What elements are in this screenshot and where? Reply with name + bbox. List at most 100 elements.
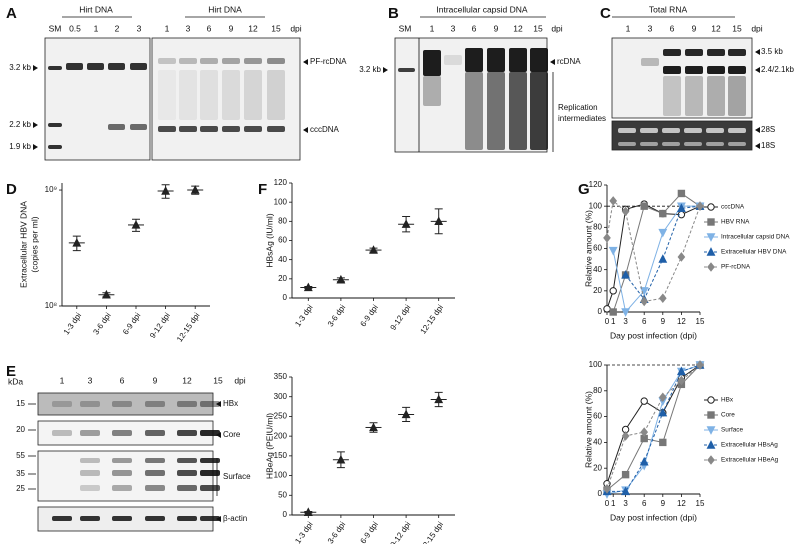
label: 28S bbox=[761, 125, 775, 134]
label: 12 bbox=[513, 23, 523, 33]
marker bbox=[603, 484, 611, 494]
label: 1 bbox=[60, 375, 65, 385]
marker bbox=[658, 392, 667, 403]
legend-marker bbox=[707, 262, 715, 272]
marker bbox=[621, 308, 631, 317]
y-axis-label: (copies per ml) bbox=[29, 216, 39, 272]
band bbox=[145, 470, 165, 476]
marker bbox=[696, 201, 704, 211]
band bbox=[130, 124, 147, 130]
band bbox=[200, 126, 218, 132]
y-tick-label: 60 bbox=[593, 244, 602, 253]
x-tick-label: 9 bbox=[661, 317, 666, 326]
band bbox=[685, 76, 703, 116]
label: 3 bbox=[186, 23, 191, 33]
x-tick-label: 9-12 dpi bbox=[389, 303, 413, 332]
x-axis-label: Day post infection (dpi) bbox=[610, 512, 697, 522]
arrowhead bbox=[755, 143, 760, 149]
legend-marker bbox=[707, 411, 715, 419]
x-tick-label: 12-15 dpi bbox=[419, 303, 446, 336]
y-tick-label: 250 bbox=[274, 412, 288, 421]
y-tick-label: 0 bbox=[283, 293, 288, 302]
marker bbox=[640, 296, 649, 307]
marker bbox=[677, 189, 686, 198]
band bbox=[48, 145, 62, 149]
legend-marker bbox=[707, 203, 715, 211]
x-tick-label: 6 bbox=[642, 499, 647, 508]
x-tick-label: 15 bbox=[696, 499, 705, 508]
band bbox=[465, 72, 483, 150]
x-tick-label: 3-6 dpi bbox=[91, 311, 113, 336]
x-tick-label: 1-3 dpi bbox=[293, 303, 315, 328]
band bbox=[177, 458, 197, 463]
label: HBx bbox=[223, 399, 238, 408]
band bbox=[509, 72, 527, 150]
label: 6 bbox=[472, 23, 477, 33]
label: 55 bbox=[16, 451, 25, 460]
label: SM bbox=[399, 23, 412, 33]
marker bbox=[603, 233, 611, 243]
blot bbox=[151, 37, 301, 161]
y-tick-label: 0 bbox=[598, 307, 603, 316]
band bbox=[145, 516, 165, 521]
x-tick-label: 3 bbox=[623, 499, 628, 508]
band bbox=[244, 70, 262, 120]
marker bbox=[72, 238, 82, 247]
marker bbox=[621, 431, 630, 441]
legend-label: Extracellular HBeAg bbox=[721, 457, 779, 464]
y-tick-label: 80 bbox=[593, 222, 602, 231]
x-tick-label: 6 bbox=[642, 317, 647, 326]
band bbox=[244, 58, 262, 64]
band bbox=[222, 70, 240, 120]
band bbox=[112, 485, 132, 491]
panel-letter: D bbox=[6, 181, 17, 198]
label: 3 bbox=[451, 23, 456, 33]
y-tick-label: 150 bbox=[274, 451, 288, 460]
y-tick-label: 40 bbox=[593, 438, 602, 447]
marker bbox=[369, 245, 378, 254]
arrowhead bbox=[33, 144, 38, 150]
band bbox=[728, 49, 746, 56]
x-tick-label: 12 bbox=[677, 317, 686, 326]
band bbox=[108, 124, 125, 130]
arrowhead bbox=[303, 127, 308, 133]
x-axis-label: Day post infection (dpi) bbox=[610, 330, 697, 340]
x-tick-label: 9-12 dpi bbox=[148, 311, 172, 340]
arrowhead bbox=[755, 127, 760, 133]
band bbox=[684, 128, 702, 133]
band bbox=[112, 430, 132, 436]
marker bbox=[401, 219, 411, 228]
band bbox=[423, 76, 441, 106]
band bbox=[200, 70, 218, 120]
x-tick-label: 6-9 dpi bbox=[358, 303, 380, 328]
label: Total RNA bbox=[649, 4, 688, 14]
band bbox=[222, 58, 240, 64]
series-line bbox=[606, 364, 701, 484]
x-tick-label: 3 bbox=[623, 317, 628, 326]
label: 2.4/2.1kb bbox=[761, 65, 794, 74]
marker bbox=[131, 220, 141, 229]
band bbox=[179, 58, 197, 64]
label: PF-rcDNA bbox=[310, 57, 347, 66]
arrowhead bbox=[303, 59, 308, 65]
legend-marker bbox=[706, 247, 716, 256]
marker bbox=[336, 274, 346, 284]
label: 3 bbox=[648, 23, 653, 33]
x-tick-label: 15 bbox=[696, 317, 705, 326]
label: 3.5 kb bbox=[761, 47, 783, 56]
y-tick-label: 0 bbox=[598, 489, 603, 498]
label: 25 bbox=[16, 484, 25, 493]
label: 12 bbox=[711, 23, 721, 33]
label: 2 bbox=[115, 23, 120, 33]
x-tick-label: 1-3 dpi bbox=[293, 520, 315, 544]
band bbox=[706, 128, 724, 133]
panel-letter: A bbox=[6, 5, 17, 22]
band bbox=[200, 470, 220, 476]
y-tick-label: 80 bbox=[593, 386, 602, 395]
y-axis-label: HBeAg (PEIU/ml) bbox=[264, 413, 274, 479]
band bbox=[200, 430, 220, 436]
arrowhead bbox=[33, 122, 38, 128]
band bbox=[465, 48, 483, 72]
panel-letter: F bbox=[258, 181, 267, 198]
band bbox=[267, 58, 285, 64]
